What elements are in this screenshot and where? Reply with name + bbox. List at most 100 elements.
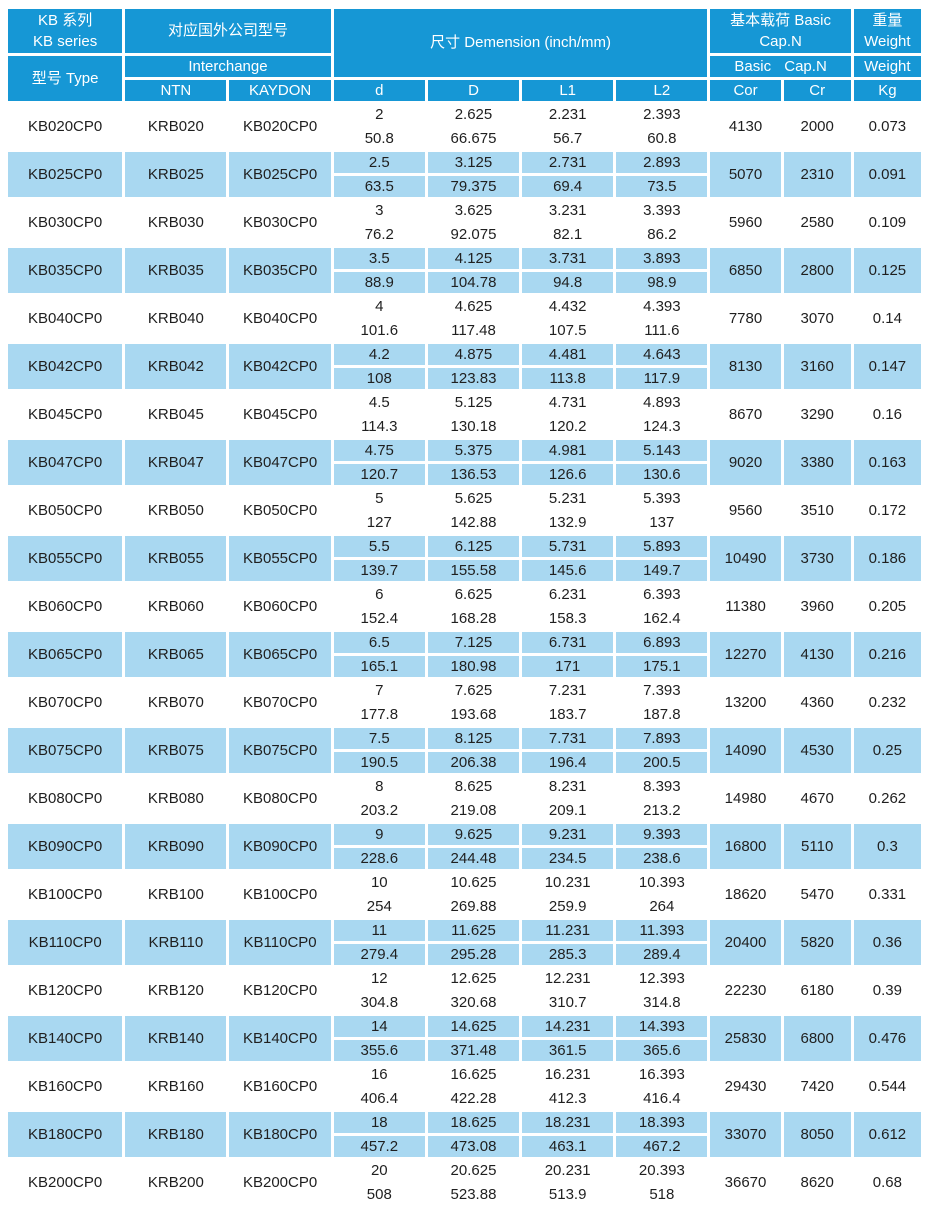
table-row: KB090CP0 KRB090 KB090CP0 9 9.625 9.231 9… (8, 824, 921, 869)
cell-model-type: KB042CP0 (8, 344, 123, 389)
cell-kaydon: KB040CP0 (229, 296, 331, 341)
cell-cr: 2000 (783, 104, 851, 149)
table-row-mm: 177.8 193.68 183.7 187.8 (8, 704, 921, 725)
table-row-mm: 165.1 180.98 171 175.1 (8, 656, 921, 677)
cell-L2-mm: 162.4 (616, 608, 708, 629)
cell-D-inch: 4.125 (427, 248, 520, 269)
cell-ntn: KRB050 (125, 488, 227, 533)
cell-cor: 22230 (710, 968, 781, 1013)
table-row: KB100CP0 KRB100 KB100CP0 10 10.625 10.23… (8, 872, 921, 917)
cell-L2-mm: 467.2 (616, 1136, 708, 1157)
cell-ntn: KRB025 (125, 152, 227, 197)
cell-D-mm: 193.68 (427, 704, 520, 725)
table-row-mm: 108 123.83 113.8 117.9 (8, 368, 921, 389)
cell-d-mm: 203.2 (333, 800, 425, 821)
table-row-mm: 304.8 320.68 310.7 314.8 (8, 992, 921, 1013)
cell-L1-inch: 3.231 (522, 200, 614, 221)
cell-kg: 0.091 (853, 152, 921, 197)
cell-cor: 9020 (710, 440, 781, 485)
cell-model-type: KB120CP0 (8, 968, 123, 1013)
cell-L2-inch: 5.893 (616, 536, 708, 557)
cell-D-inch: 12.625 (427, 968, 520, 989)
cell-ntn: KRB075 (125, 728, 227, 773)
cell-d-inch: 14 (333, 1016, 425, 1037)
cell-cor: 11380 (710, 584, 781, 629)
table-row: KB025CP0 KRB025 KB025CP0 2.5 3.125 2.731… (8, 152, 921, 197)
cell-ntn: KRB035 (125, 248, 227, 293)
cell-L2-mm: 98.9 (616, 272, 708, 293)
cell-cor: 14090 (710, 728, 781, 773)
cell-D-inch: 16.625 (427, 1064, 520, 1085)
cell-model-type: KB065CP0 (8, 632, 123, 677)
cell-L1-mm: 69.4 (522, 176, 614, 197)
cell-kg: 0.612 (853, 1112, 921, 1157)
cell-kg: 0.544 (853, 1064, 921, 1109)
cell-kaydon: KB180CP0 (229, 1112, 331, 1157)
cell-cor: 7780 (710, 296, 781, 341)
cell-L2-inch: 2.393 (616, 104, 708, 125)
cell-cor: 12270 (710, 632, 781, 677)
cell-d-inch: 8 (333, 776, 425, 797)
table-row-mm: 279.4 295.28 285.3 289.4 (8, 944, 921, 965)
cell-ntn: KRB070 (125, 680, 227, 725)
cell-d-inch: 4.75 (333, 440, 425, 461)
cell-kg: 0.68 (853, 1160, 921, 1205)
cell-ntn: KRB060 (125, 584, 227, 629)
cell-kg: 0.147 (853, 344, 921, 389)
cell-kaydon: KB080CP0 (229, 776, 331, 821)
table-row-mm: 114.3 130.18 120.2 124.3 (8, 416, 921, 437)
cell-kaydon: KB050CP0 (229, 488, 331, 533)
cell-L1-mm: 126.6 (522, 464, 614, 485)
cell-kg: 0.109 (853, 200, 921, 245)
header-basic-capacity-line1: 基本载荷 Basic (730, 12, 832, 29)
cell-L1-inch: 4.731 (522, 392, 614, 413)
cell-cor: 10490 (710, 536, 781, 581)
cell-D-mm: 295.28 (427, 944, 520, 965)
header-interchange-en: Interchange (125, 56, 331, 77)
cell-L2-inch: 20.393 (616, 1160, 708, 1181)
table-row: KB055CP0 KRB055 KB055CP0 5.5 6.125 5.731… (8, 536, 921, 581)
table-row: KB045CP0 KRB045 KB045CP0 4.5 5.125 4.731… (8, 392, 921, 437)
cell-kaydon: KB140CP0 (229, 1016, 331, 1061)
cell-cr: 2580 (783, 200, 851, 245)
cell-D-mm: 320.68 (427, 992, 520, 1013)
cell-cr: 3160 (783, 344, 851, 389)
cell-kg: 0.25 (853, 728, 921, 773)
table-body: KB020CP0 KRB020 KB020CP0 2 2.625 2.231 2… (8, 104, 921, 1205)
cell-cor: 8130 (710, 344, 781, 389)
cell-ntn: KRB100 (125, 872, 227, 917)
cell-L2-mm: 73.5 (616, 176, 708, 197)
cell-kaydon: KB035CP0 (229, 248, 331, 293)
cell-cr: 3380 (783, 440, 851, 485)
cell-D-inch: 2.625 (427, 104, 520, 125)
table-row: KB140CP0 KRB140 KB140CP0 14 14.625 14.23… (8, 1016, 921, 1061)
cell-L2-inch: 3.393 (616, 200, 708, 221)
cell-ntn: KRB030 (125, 200, 227, 245)
table-row-mm: 203.2 219.08 209.1 213.2 (8, 800, 921, 821)
cell-L1-mm: 107.5 (522, 320, 614, 341)
table-row: KB050CP0 KRB050 KB050CP0 5 5.625 5.231 5… (8, 488, 921, 533)
cell-cor: 6850 (710, 248, 781, 293)
cell-D-inch: 5.125 (427, 392, 520, 413)
cell-L2-inch: 8.393 (616, 776, 708, 797)
cell-L2-mm: 137 (616, 512, 708, 533)
cell-L1-inch: 16.231 (522, 1064, 614, 1085)
cell-d-mm: 304.8 (333, 992, 425, 1013)
cell-d-mm: 76.2 (333, 224, 425, 245)
cell-d-inch: 2.5 (333, 152, 425, 173)
cell-L1-inch: 4.981 (522, 440, 614, 461)
table-row: KB070CP0 KRB070 KB070CP0 7 7.625 7.231 7… (8, 680, 921, 725)
cell-L1-mm: 361.5 (522, 1040, 614, 1061)
cell-cr: 5820 (783, 920, 851, 965)
cell-L2-inch: 7.893 (616, 728, 708, 749)
cell-L1-inch: 11.231 (522, 920, 614, 941)
cell-model-type: KB055CP0 (8, 536, 123, 581)
cell-model-type: KB045CP0 (8, 392, 123, 437)
cell-L2-mm: 365.6 (616, 1040, 708, 1061)
cell-d-mm: 355.6 (333, 1040, 425, 1061)
table-row-mm: 63.5 79.375 69.4 73.5 (8, 176, 921, 197)
cell-cor: 36670 (710, 1160, 781, 1205)
header-col-kaydon: KAYDON (229, 80, 331, 101)
cell-ntn: KRB180 (125, 1112, 227, 1157)
